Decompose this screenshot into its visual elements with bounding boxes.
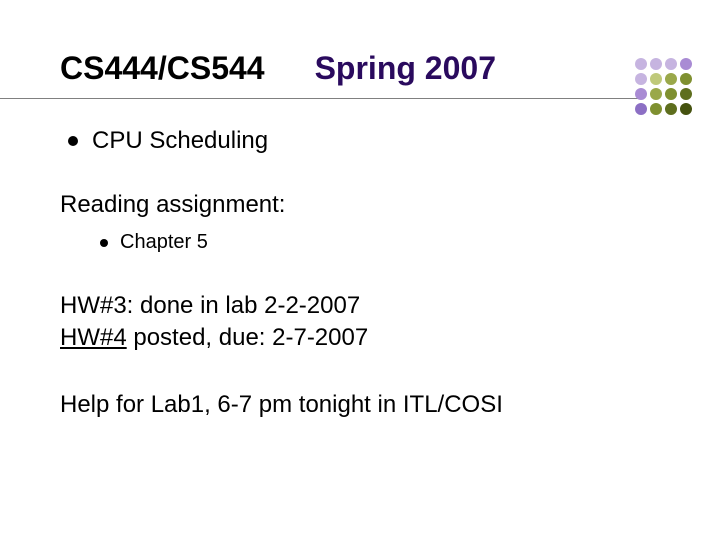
deco-dot: [635, 58, 647, 70]
deco-dot: [635, 88, 647, 100]
hw4-line: HW#4 posted, due: 2-7-2007: [60, 322, 660, 354]
deco-dot: [635, 73, 647, 85]
deco-dot: [680, 58, 692, 70]
sub-bullet-chapter: Chapter 5: [60, 231, 660, 254]
deco-dot: [635, 103, 647, 115]
bullet-icon: [68, 136, 78, 146]
deco-dot: [665, 58, 677, 70]
title-row: CS444/CS544 Spring 2007: [60, 50, 660, 87]
deco-dot: [650, 73, 662, 85]
deco-dot: [680, 73, 692, 85]
title-underline: [0, 98, 640, 99]
sub-bullet-text: Chapter 5: [120, 231, 208, 254]
hw4-rest: posted, due: 2-7-2007: [127, 324, 369, 351]
deco-dot: [680, 103, 692, 115]
hw4-label: HW#4: [60, 324, 127, 351]
course-code: CS444/CS544: [60, 50, 265, 87]
help-line: Help for Lab1, 6-7 pm tonight in ITL/COS…: [60, 389, 660, 421]
deco-dot: [650, 58, 662, 70]
deco-dot: [680, 88, 692, 100]
hw3-line: HW#3: done in lab 2-2-2007: [60, 290, 660, 322]
deco-dot: [650, 88, 662, 100]
bullet-cpu-scheduling: CPU Scheduling: [60, 127, 660, 155]
slide: CS444/CS544 Spring 2007 CPU Scheduling R…: [0, 0, 720, 540]
bullet-text: CPU Scheduling: [92, 127, 268, 155]
term-label: Spring 2007: [315, 50, 496, 87]
corner-dot-grid: [635, 58, 692, 115]
deco-dot: [665, 73, 677, 85]
bullet-icon: [100, 239, 108, 247]
reading-heading: Reading assignment:: [60, 191, 660, 219]
deco-dot: [665, 103, 677, 115]
deco-dot: [650, 103, 662, 115]
deco-dot: [665, 88, 677, 100]
